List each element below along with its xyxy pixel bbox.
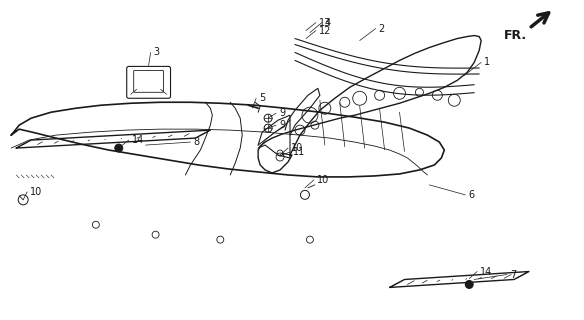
Text: 10: 10 [291,143,303,153]
Text: 10: 10 [317,175,329,185]
Circle shape [465,280,473,288]
Text: 8: 8 [193,137,200,147]
Text: 11: 11 [293,147,305,157]
Text: 13: 13 [319,18,331,28]
Text: 9: 9 [279,120,285,130]
Text: 6: 6 [468,190,474,200]
Text: 14: 14 [132,135,144,145]
Text: 12: 12 [319,26,331,36]
Text: 5: 5 [259,93,265,103]
Text: 1: 1 [484,57,491,68]
Text: 9: 9 [279,108,285,118]
Text: 3: 3 [154,47,160,58]
Text: 7: 7 [510,269,516,279]
Text: 14: 14 [480,267,492,276]
Text: 2: 2 [378,24,385,34]
Text: 4: 4 [325,18,331,28]
Text: FR.: FR. [504,29,527,42]
Text: 10: 10 [30,187,43,197]
Circle shape [115,144,123,152]
